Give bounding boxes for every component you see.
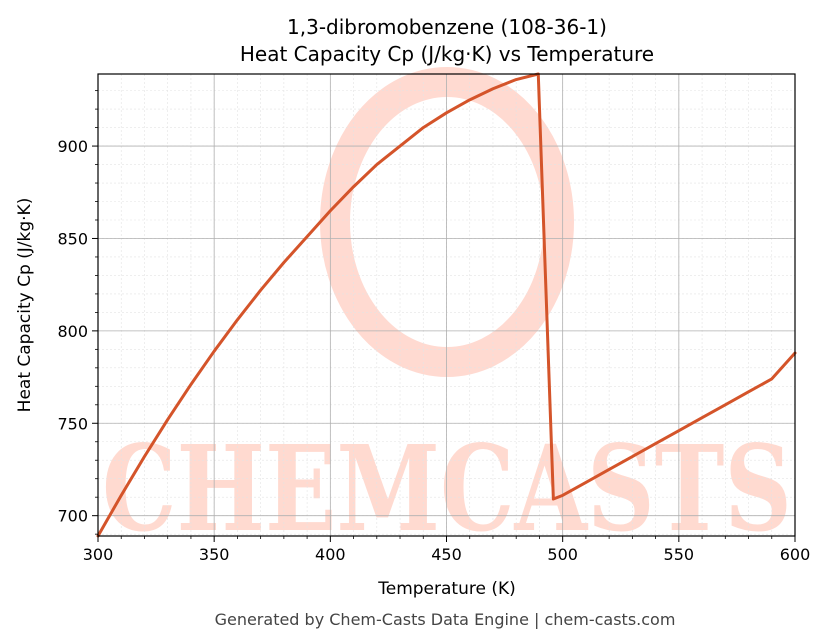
y-axis-label: Heat Capacity Cp (J/kg·K) — [15, 198, 35, 413]
watermark: CHEMCASTS — [102, 67, 792, 558]
x-tick-label: 450 — [431, 545, 462, 564]
x-tick-label: 600 — [780, 545, 811, 564]
footer-credit: Generated by Chem-Casts Data Engine | ch… — [215, 610, 676, 629]
series-line-0 — [96, 72, 797, 538]
y-tick-label: 900 — [57, 137, 88, 156]
y-tick-label: 850 — [57, 229, 88, 248]
y-axis-ticks: 700 750 800 850 900 — [57, 90, 98, 535]
x-tick-label: 350 — [199, 545, 230, 564]
series-group — [96, 72, 797, 538]
x-tick-label: 550 — [664, 545, 695, 564]
chart-title: 1,3-dibromobenzene (108-36-1) — [287, 15, 607, 39]
x-tick-label: 300 — [83, 545, 114, 564]
chart-subtitle: Heat Capacity Cp (J/kg·K) vs Temperature — [240, 42, 654, 66]
watermark-text: CHEMCASTS — [102, 419, 792, 558]
y-tick-label: 750 — [57, 414, 88, 433]
watermark-logo-ring — [320, 67, 574, 377]
x-tick-label: 500 — [547, 545, 578, 564]
y-tick-label: 700 — [57, 507, 88, 526]
x-tick-label: 400 — [315, 545, 346, 564]
y-tick-label: 800 — [57, 322, 88, 341]
x-axis-label: Temperature (K) — [377, 579, 516, 599]
x-axis-ticks: 300 350 400 450 500 550 600 — [83, 536, 811, 564]
